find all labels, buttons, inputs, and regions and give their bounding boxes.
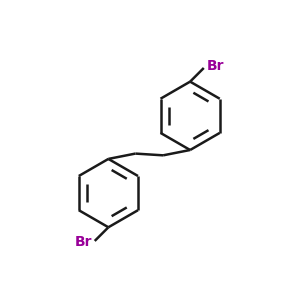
Text: Br: Br	[207, 59, 224, 74]
Text: Br: Br	[74, 236, 92, 249]
